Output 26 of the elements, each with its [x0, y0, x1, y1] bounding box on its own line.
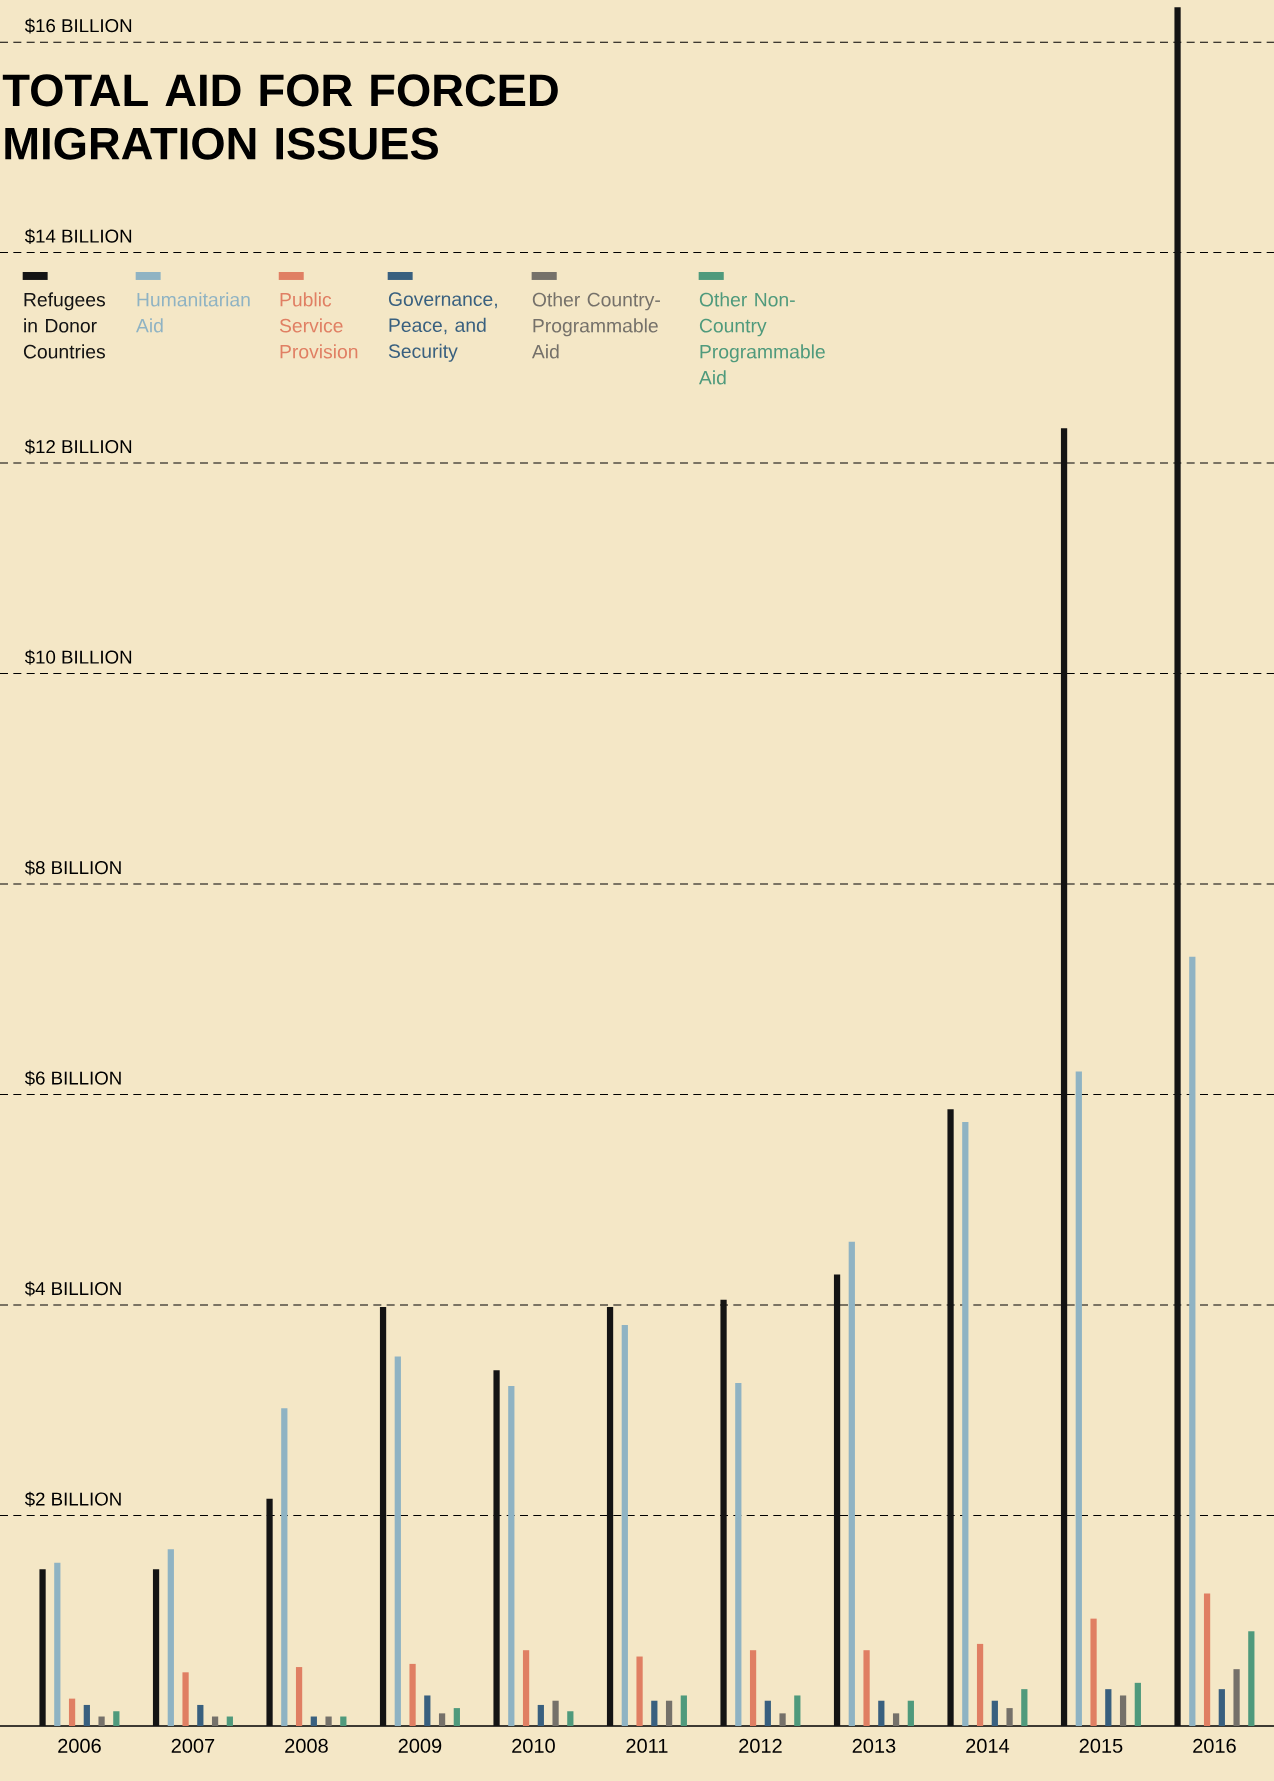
x-tick-label: 2008: [285, 1738, 328, 1753]
legend-label: Public Service Provision: [279, 292, 358, 359]
x-tick-label: 2016: [1193, 1738, 1236, 1753]
legend-label: Governance, Peace, and Security: [388, 292, 497, 362]
x-tick-label: 2014: [966, 1738, 1010, 1753]
legend-label: Refugees in Donor Countries: [23, 292, 105, 359]
x-tick-label: 2013: [852, 1738, 896, 1753]
x-tick-label: 2009: [398, 1738, 442, 1753]
x-tick-label: 2006: [58, 1738, 101, 1753]
y-tick-label: $16 BILLION: [24, 18, 132, 34]
y-tick-label: $4 BILLION: [24, 1281, 121, 1297]
x-tick-label: 2007: [171, 1738, 215, 1753]
y-tick-label: $14 BILLION: [24, 228, 132, 244]
text: TOTAL AID FOR FORCED MIGRATION ISSUES: [2, 74, 558, 160]
y-tick-label: $12 BILLION: [24, 439, 132, 455]
y-tick-label: $6 BILLION: [24, 1070, 121, 1086]
legend-label: Other Non-Country Programmable Aid: [698, 292, 825, 385]
y-tick-label: $2 BILLION: [24, 1491, 121, 1507]
x-tick-label: 2010: [512, 1738, 555, 1753]
legend-label: Humanitarian Aid: [136, 292, 250, 333]
y-tick-label: $10 BILLION: [24, 649, 132, 665]
y-tick-label: $8 BILLION: [24, 860, 121, 876]
legend-label: Other Country-Programmable Aid: [531, 292, 660, 359]
x-tick-label: 2012: [739, 1738, 782, 1753]
x-tick-label: 2011: [626, 1738, 668, 1753]
x-tick-label: 2015: [1079, 1738, 1123, 1753]
